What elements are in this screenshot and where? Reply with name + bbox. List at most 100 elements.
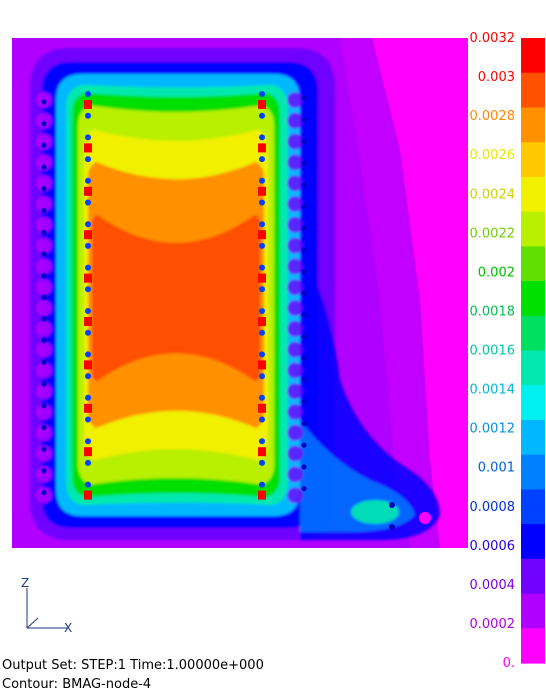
node-hot-marker (84, 317, 92, 326)
node-marker (259, 264, 265, 271)
node-marker (259, 329, 265, 336)
colorbar-band (521, 107, 545, 143)
colorbar-tick-label: 0.0018 (470, 304, 516, 319)
contour-band-lens (82, 104, 270, 112)
axis-triad: ZX (21, 576, 72, 635)
colorbar-band (521, 315, 545, 352)
node-marker (41, 359, 47, 365)
node-marker (85, 242, 91, 249)
field-transition (340, 38, 440, 548)
node-marker (301, 486, 307, 492)
node-marker (301, 355, 307, 361)
node-hot-marker (84, 230, 92, 240)
node-marker (85, 481, 91, 488)
boundary-scallop (287, 362, 303, 379)
boundary-scallop (36, 362, 52, 379)
colorbar-tick-label: 0.0004 (470, 578, 516, 593)
colorbar-band (521, 281, 545, 317)
node-marker (259, 91, 265, 97)
boundary-scallop (287, 112, 303, 129)
boundary-scallop (36, 216, 52, 233)
boundary-scallop (287, 175, 303, 192)
colorbar-band (521, 176, 545, 213)
boundary-scallop (287, 445, 303, 462)
colorbar-band (521, 211, 545, 247)
node-marker (41, 468, 47, 474)
node-marker (259, 351, 265, 358)
contour-band-lens (70, 502, 284, 506)
boundary-scallop (36, 154, 52, 171)
node-marker (259, 481, 265, 488)
colorbar-band (521, 419, 545, 456)
node-marker (301, 204, 307, 209)
node-marker (85, 438, 91, 445)
node-marker (41, 121, 47, 127)
colorbar-band (521, 558, 545, 595)
node-hot-marker (258, 403, 266, 413)
output-set-label: Output Set: STEP:1 Time:1.00000e+000 (2, 658, 264, 673)
colorbar-band (521, 524, 545, 560)
node-marker (41, 164, 47, 170)
node-marker (301, 290, 307, 296)
node-marker (41, 338, 47, 344)
node-hot-marker (258, 490, 266, 500)
node-marker (301, 160, 307, 166)
node-marker (389, 524, 395, 530)
colorbar-band (521, 489, 545, 525)
contour-band-lens (88, 128, 264, 141)
node-marker (85, 351, 91, 358)
boundary-scallop (287, 300, 303, 316)
colorbar-tick-label: 0.002 (478, 265, 515, 280)
node-marker (85, 459, 91, 466)
node-marker (259, 134, 265, 141)
node-hot-marker (84, 100, 92, 109)
colorbar-tick-label: 0.003 (478, 70, 515, 85)
colorbar-tick-label: 0.0016 (470, 344, 516, 359)
node-marker (85, 394, 91, 401)
boundary-scallop (287, 404, 303, 420)
contour-band-lens (92, 160, 260, 180)
node-hot-marker (258, 230, 266, 240)
node-marker (301, 377, 307, 383)
node-marker (259, 373, 265, 380)
node-hot-marker (258, 100, 266, 109)
colorbar-band (521, 454, 545, 490)
boundary-scallop (36, 466, 52, 483)
boundary-scallop (287, 341, 303, 358)
node-marker (41, 142, 47, 148)
contour-label: Contour: BMAG-node-4 (2, 677, 152, 692)
boundary-scallop (36, 341, 52, 358)
node-marker (85, 308, 91, 314)
contour-band-lens (76, 493, 276, 498)
boundary-scallop (287, 424, 303, 441)
contour-band-lens (76, 92, 276, 97)
node-hot-marker (84, 490, 92, 500)
boundary-scallop (36, 383, 52, 400)
node-marker (301, 247, 307, 253)
node-hot-marker (84, 273, 92, 283)
node-marker (85, 373, 91, 380)
node-marker (301, 117, 307, 123)
node-marker (41, 403, 47, 409)
boundary-scallop (287, 320, 303, 337)
node-marker (85, 221, 91, 228)
boundary-scallop (36, 279, 52, 296)
contour-band-lens (88, 449, 264, 462)
colorbar-tick-label: 0.0012 (470, 422, 516, 437)
node-hot-marker (258, 186, 266, 196)
colorbar-band (521, 350, 545, 386)
node-marker (301, 95, 307, 101)
node-marker (301, 138, 307, 144)
node-marker (301, 182, 307, 188)
contour-band-lens (70, 84, 284, 88)
node-hot-marker (258, 360, 266, 370)
triad-z-label: Z (21, 576, 29, 590)
node-marker (41, 316, 47, 322)
colorbar-band (521, 246, 545, 282)
node-marker (301, 442, 307, 448)
node-marker (259, 286, 265, 293)
colorbar-tick-label: 0.0002 (470, 617, 516, 632)
colorbar-tick-label: 0.0028 (470, 109, 516, 124)
boundary-scallop (287, 383, 303, 400)
boundary-scallop (36, 258, 52, 275)
